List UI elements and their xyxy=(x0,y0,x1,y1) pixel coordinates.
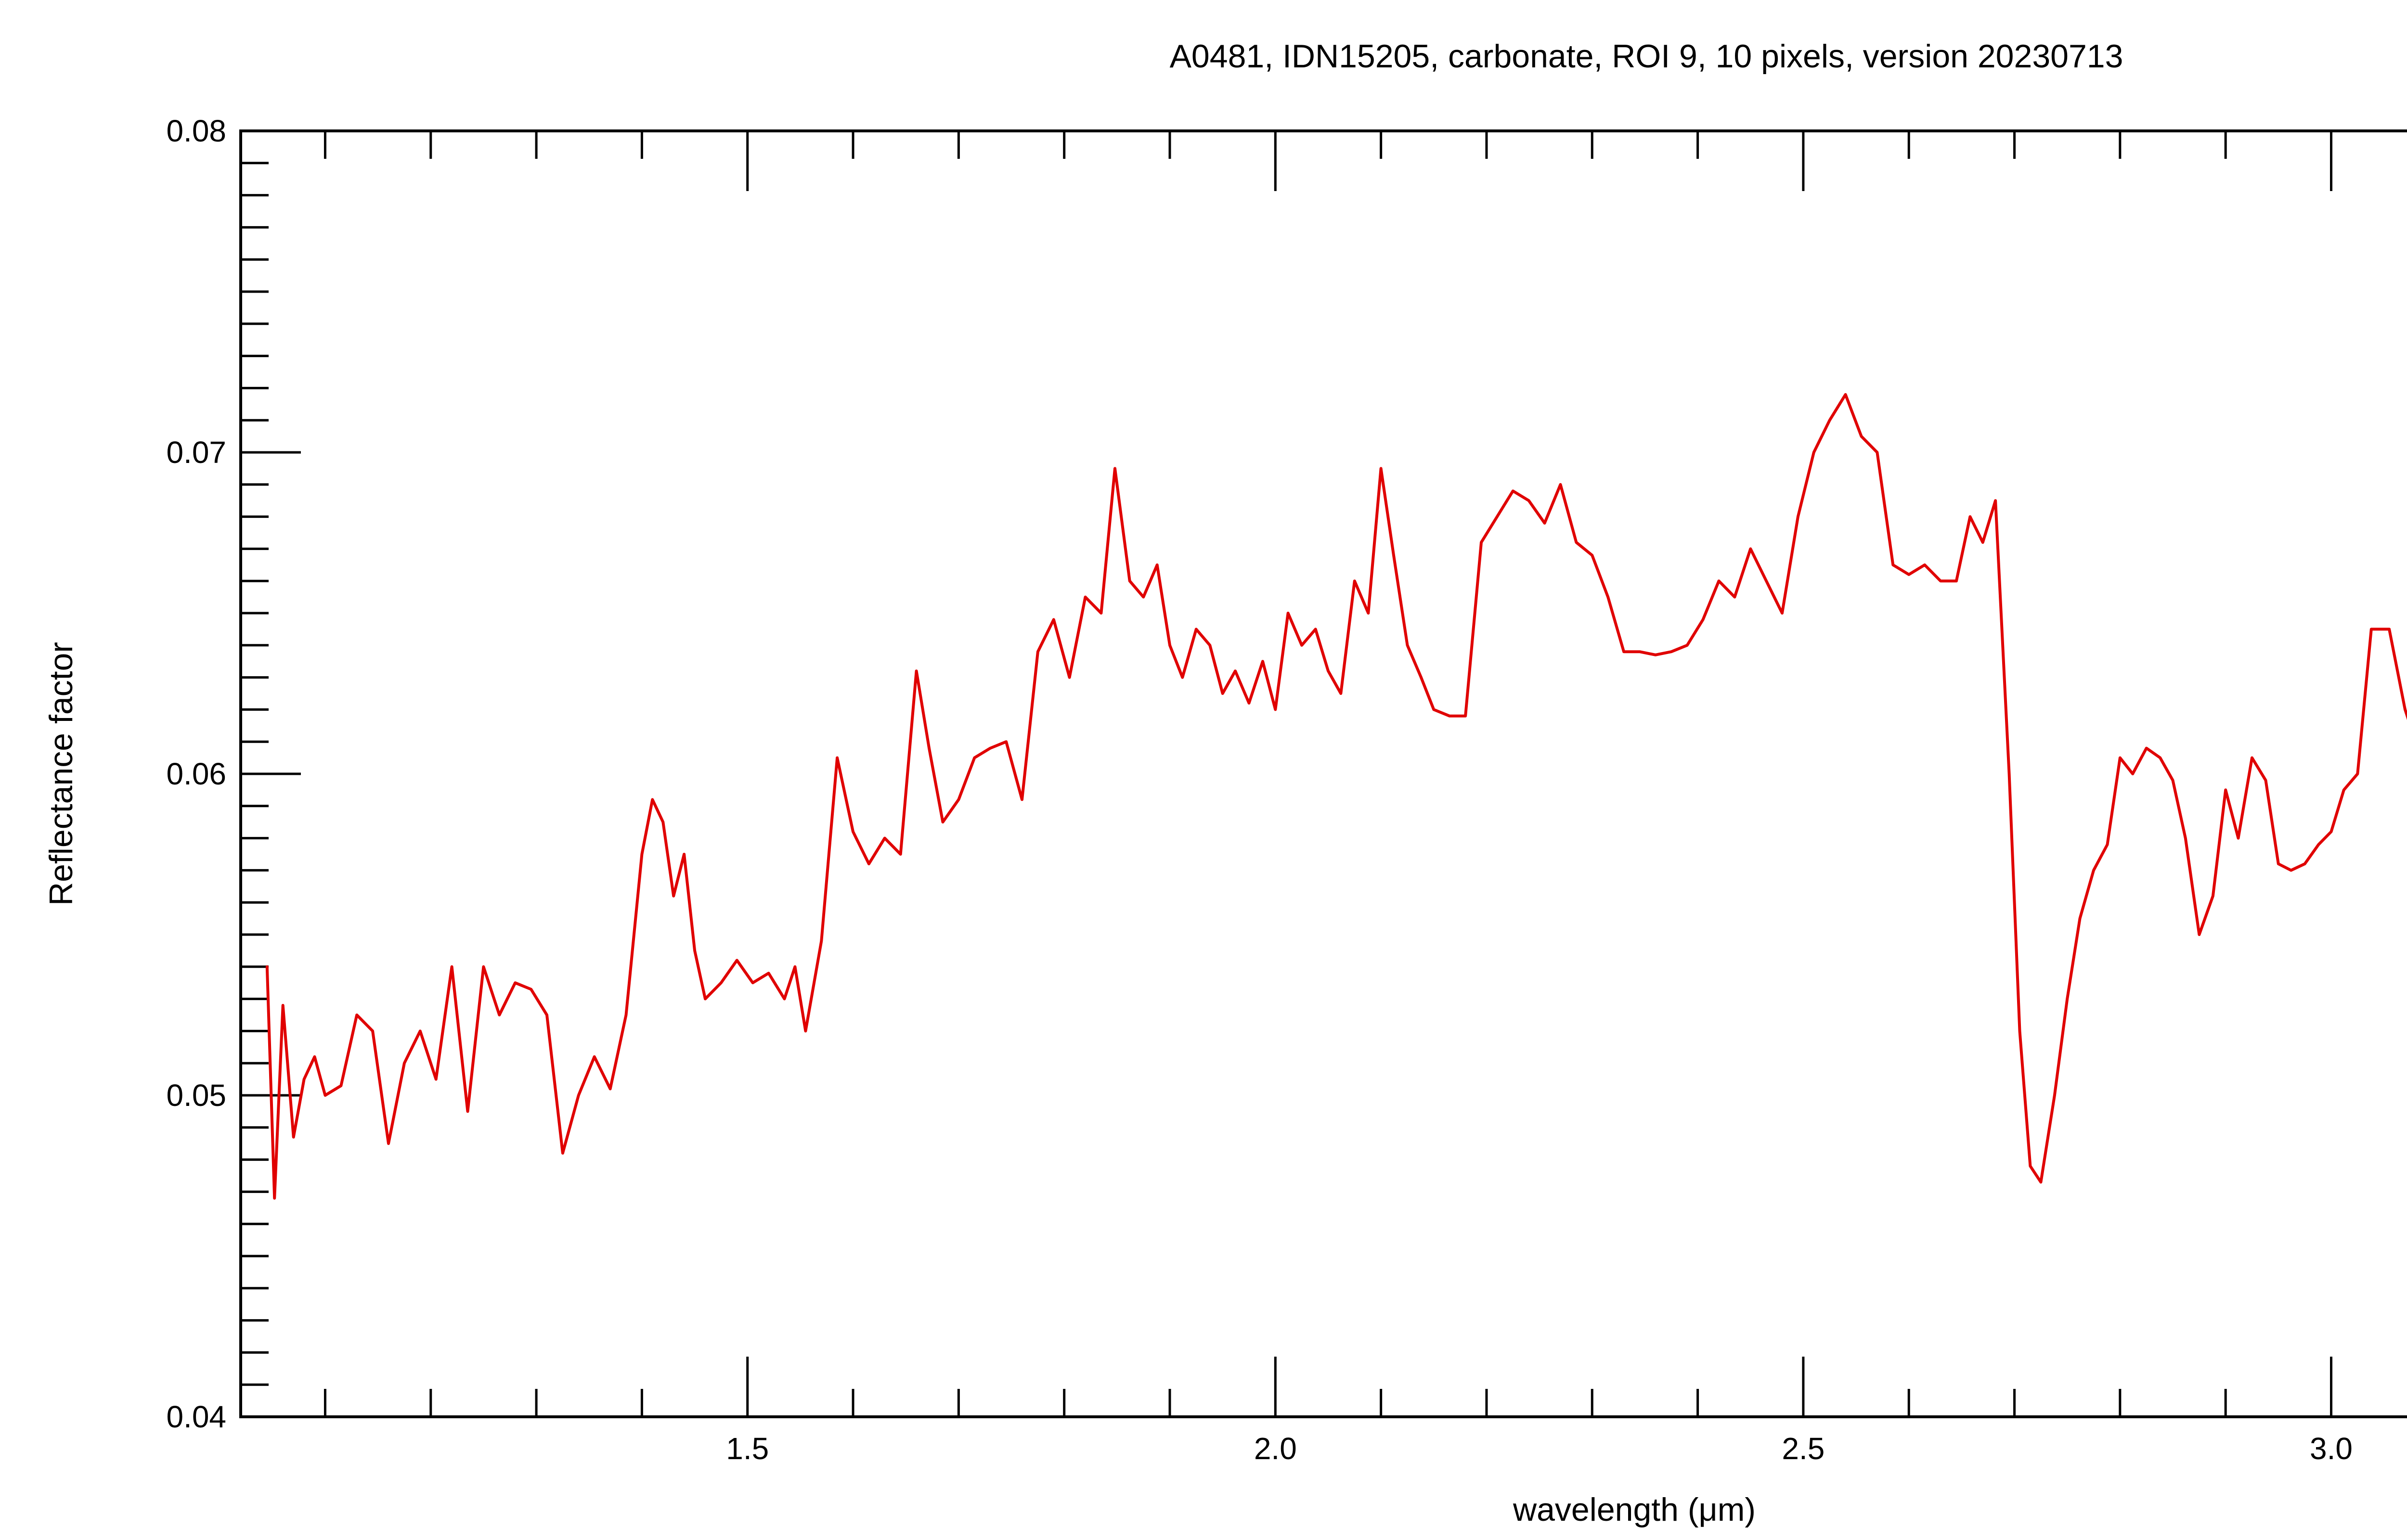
spectrum-line xyxy=(265,393,2407,1200)
y-tick-label: 0.05 xyxy=(166,1078,226,1113)
series-layer xyxy=(265,393,2407,1200)
y-tick-label: 0.07 xyxy=(166,435,226,470)
plot-frame xyxy=(239,129,2407,1418)
y-tick-label: 0.08 xyxy=(166,114,226,148)
x-tick-label: 2.0 xyxy=(1254,1431,1297,1466)
axes xyxy=(239,129,2407,1418)
x-axis-label: wavelength (μm) xyxy=(1513,1491,1756,1528)
y-tick-label: 0.04 xyxy=(166,1399,226,1434)
x-tick-label: 1.5 xyxy=(726,1431,769,1466)
y-tick-label: 0.06 xyxy=(166,757,226,791)
axis-tick-labels: 1.52.02.53.03.50.040.050.060.070.08 xyxy=(166,114,2353,1466)
y-axis-label: Reflectance factor xyxy=(43,642,79,906)
x-tick-label: 2.5 xyxy=(1782,1431,1825,1466)
chart-title: A0481, IDN15205, carbonate, ROI 9, 10 pi… xyxy=(1170,38,2123,75)
x-tick-label: 3.0 xyxy=(2310,1431,2353,1466)
